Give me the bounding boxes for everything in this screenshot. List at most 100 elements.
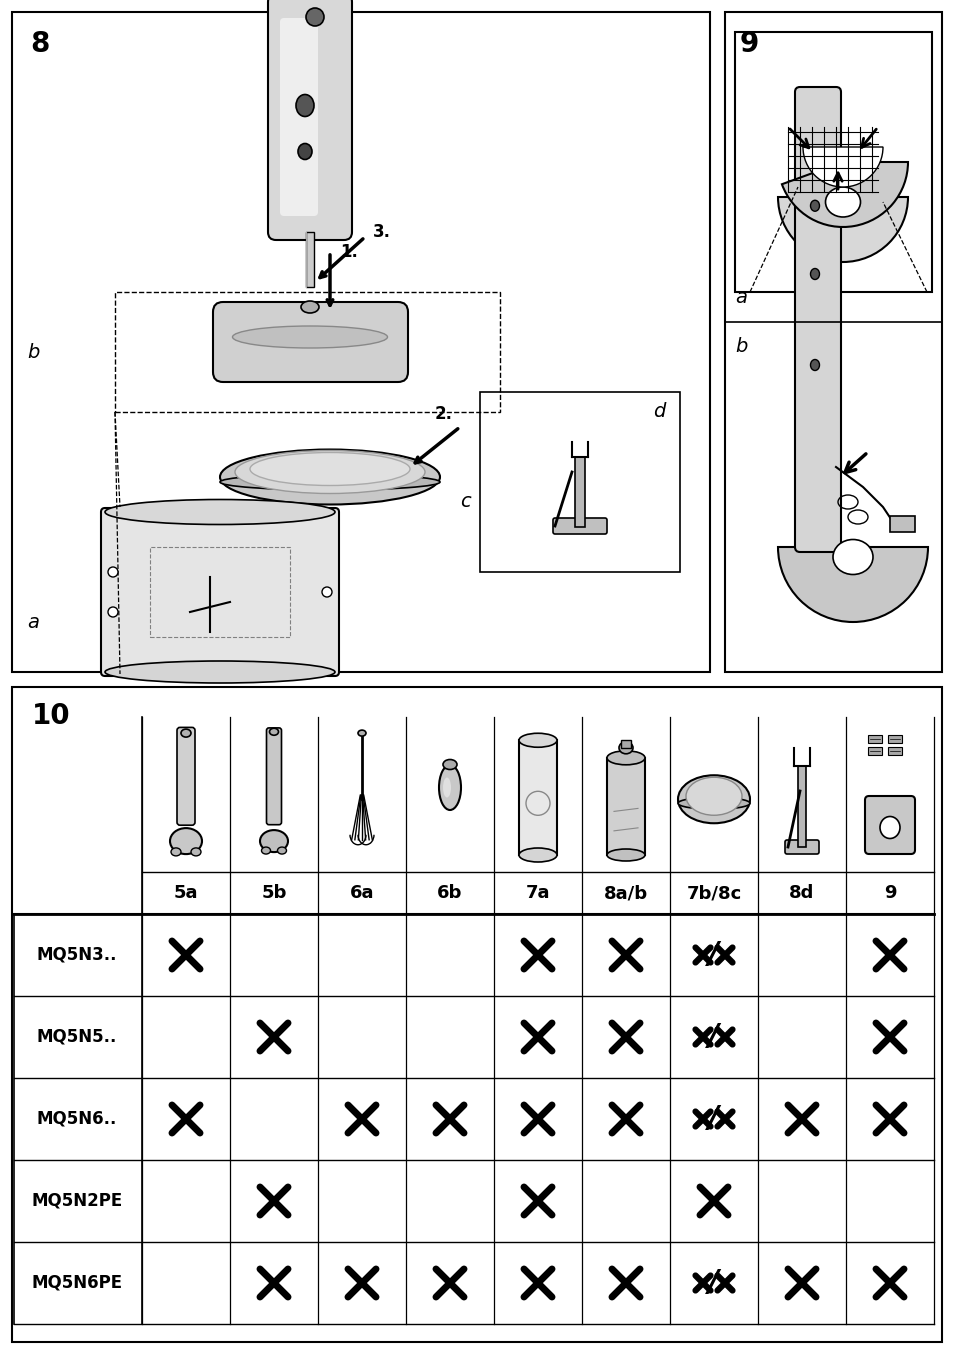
Bar: [518, 741, 557, 854]
Text: b: b: [734, 337, 746, 356]
Text: d: d: [652, 402, 664, 420]
FancyBboxPatch shape: [794, 87, 841, 552]
Ellipse shape: [301, 301, 318, 314]
Bar: [867, 748, 882, 754]
Text: MQ5N6..: MQ5N6..: [37, 1110, 117, 1128]
Ellipse shape: [810, 200, 819, 211]
FancyBboxPatch shape: [784, 840, 818, 854]
Ellipse shape: [260, 830, 288, 852]
Text: 3.: 3.: [373, 223, 391, 241]
Ellipse shape: [685, 777, 741, 815]
Text: a: a: [734, 288, 746, 307]
Ellipse shape: [277, 848, 286, 854]
Bar: [606, 758, 644, 854]
Ellipse shape: [181, 729, 191, 737]
FancyBboxPatch shape: [864, 796, 914, 854]
Bar: [12, 12, 709, 672]
FancyBboxPatch shape: [213, 301, 408, 383]
Bar: [724, 12, 941, 672]
Ellipse shape: [678, 775, 749, 823]
Ellipse shape: [606, 849, 644, 861]
Text: MQ5N3..: MQ5N3..: [37, 946, 117, 964]
Ellipse shape: [170, 827, 202, 854]
Bar: [889, 516, 914, 531]
Ellipse shape: [220, 449, 439, 504]
FancyBboxPatch shape: [268, 0, 352, 241]
Text: 8: 8: [30, 30, 50, 58]
Ellipse shape: [105, 499, 335, 525]
Text: b: b: [27, 342, 39, 361]
FancyBboxPatch shape: [280, 18, 317, 216]
Ellipse shape: [105, 661, 335, 683]
FancyBboxPatch shape: [553, 518, 606, 534]
Text: 8d: 8d: [788, 884, 814, 902]
Ellipse shape: [269, 729, 278, 735]
Bar: [479, 392, 679, 572]
Bar: [12, 687, 941, 1343]
Text: 1.: 1.: [339, 243, 357, 261]
Circle shape: [108, 566, 118, 577]
Text: 2.: 2.: [435, 406, 453, 423]
Ellipse shape: [297, 143, 312, 160]
FancyBboxPatch shape: [177, 727, 194, 825]
Text: a: a: [27, 612, 39, 631]
Bar: [797, 767, 805, 846]
Wedge shape: [778, 548, 927, 622]
Ellipse shape: [618, 742, 633, 754]
Circle shape: [306, 8, 324, 26]
Ellipse shape: [832, 539, 872, 575]
Bar: [887, 748, 901, 754]
Ellipse shape: [442, 760, 456, 769]
Bar: [115, 292, 499, 412]
Ellipse shape: [234, 450, 424, 493]
Ellipse shape: [442, 777, 451, 798]
Text: 10: 10: [32, 702, 71, 730]
Text: /: /: [708, 941, 719, 969]
Text: 9: 9: [740, 30, 759, 58]
Ellipse shape: [810, 360, 819, 370]
FancyBboxPatch shape: [266, 727, 281, 825]
Circle shape: [108, 607, 118, 617]
Text: MQ5N2PE: MQ5N2PE: [31, 1192, 123, 1210]
Ellipse shape: [518, 848, 557, 863]
Ellipse shape: [233, 326, 387, 347]
Ellipse shape: [827, 197, 897, 237]
Bar: [575, 457, 584, 527]
Bar: [867, 735, 882, 744]
Bar: [734, 32, 931, 292]
Text: 5a: 5a: [173, 884, 198, 902]
Text: 9: 9: [882, 884, 895, 902]
Wedge shape: [781, 162, 907, 227]
FancyBboxPatch shape: [101, 508, 338, 676]
Bar: [620, 740, 630, 748]
Text: 6b: 6b: [436, 884, 462, 902]
Text: /: /: [708, 1105, 719, 1133]
Text: /: /: [708, 1268, 719, 1298]
Ellipse shape: [824, 187, 860, 218]
Text: 7b/8c: 7b/8c: [685, 884, 740, 902]
Ellipse shape: [171, 848, 181, 856]
Ellipse shape: [678, 798, 749, 810]
Text: 8a/b: 8a/b: [603, 884, 647, 902]
Text: MQ5N5..: MQ5N5..: [37, 1028, 117, 1046]
Ellipse shape: [250, 453, 410, 485]
Text: /: /: [708, 1022, 719, 1052]
Ellipse shape: [295, 95, 314, 116]
Ellipse shape: [220, 475, 439, 489]
Wedge shape: [802, 147, 882, 187]
Ellipse shape: [879, 817, 899, 838]
Text: MQ5N6PE: MQ5N6PE: [31, 1274, 122, 1293]
Text: 6a: 6a: [350, 884, 374, 902]
Ellipse shape: [518, 733, 557, 748]
Ellipse shape: [438, 765, 460, 810]
Circle shape: [322, 587, 332, 598]
Ellipse shape: [261, 848, 271, 854]
Bar: [306, 233, 314, 287]
Bar: [150, 548, 290, 637]
Text: 5b: 5b: [261, 884, 287, 902]
Ellipse shape: [606, 750, 644, 765]
Text: 7a: 7a: [525, 884, 550, 902]
Ellipse shape: [191, 848, 201, 856]
Ellipse shape: [357, 730, 366, 735]
Ellipse shape: [810, 269, 819, 280]
